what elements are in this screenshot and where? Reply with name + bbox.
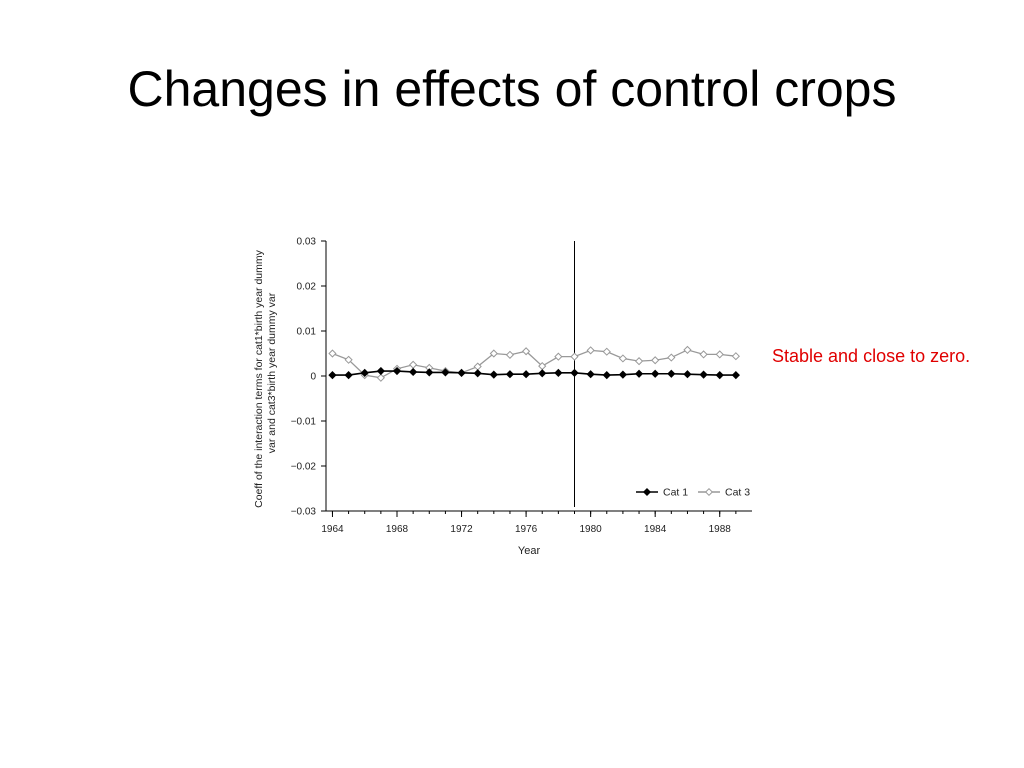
y-tick-label: 0.02 <box>297 282 317 293</box>
legend-marker <box>704 487 714 497</box>
y-tick-label: −0.02 <box>291 462 317 473</box>
slide-title: Changes in effects of control crops <box>127 61 897 117</box>
data-point-cat-1 <box>328 370 337 380</box>
data-point-cat-1 <box>570 368 579 377</box>
data-point-cat-3 <box>521 347 531 356</box>
series-line-cat-1 <box>332 370 736 376</box>
y-tick-label: 0 <box>310 372 316 383</box>
x-tick-label: 1976 <box>515 524 538 535</box>
data-point-cat-1 <box>586 370 595 379</box>
x-axis-label: Year <box>518 545 541 557</box>
data-point-cat-3 <box>376 373 385 382</box>
data-point-cat-1 <box>521 370 531 379</box>
x-tick-label: 1968 <box>386 524 409 535</box>
y-tick-label: 0.03 <box>297 237 317 248</box>
y-axis-label-line-1: Coeff of the interaction terms for cat1*… <box>253 249 265 508</box>
data-point-cat-3 <box>505 350 515 359</box>
data-point-cat-1 <box>667 369 676 378</box>
data-point-cat-1 <box>457 368 466 377</box>
data-point-cat-1 <box>699 370 708 379</box>
data-point-cat-3 <box>586 346 595 355</box>
data-point-cat-1 <box>376 366 385 376</box>
data-point-cat-1 <box>618 370 628 379</box>
x-tick-label: 1984 <box>644 524 667 535</box>
data-point-cat-1 <box>392 366 402 376</box>
data-point-cat-3 <box>328 349 337 358</box>
data-point-cat-3 <box>634 357 644 366</box>
data-point-cat-3 <box>731 352 740 361</box>
x-tick-label: 1988 <box>709 524 732 535</box>
data-point-cat-1 <box>505 370 515 379</box>
data-point-cat-1 <box>651 369 660 378</box>
x-tick-label: 1972 <box>450 524 473 535</box>
legend-marker <box>642 487 652 497</box>
data-point-cat-3 <box>667 353 676 362</box>
data-point-cat-3 <box>602 347 611 356</box>
data-point-cat-3 <box>344 355 353 364</box>
x-tick-label: 1964 <box>321 524 344 535</box>
data-point-cat-3 <box>651 356 660 365</box>
data-point-cat-3 <box>409 360 418 369</box>
data-point-cat-1 <box>360 368 369 377</box>
data-point-cat-1 <box>731 370 740 380</box>
data-point-cat-1 <box>344 370 353 380</box>
data-point-cat-1 <box>634 369 644 378</box>
y-axis-label-line-2: var and cat3*birth year dummy var <box>266 292 278 453</box>
legend-label-cat-1: Cat 1 <box>663 487 688 499</box>
data-point-cat-1 <box>554 368 563 377</box>
data-point-cat-1 <box>409 367 418 377</box>
legend-label-cat-3: Cat 3 <box>725 487 750 499</box>
data-point-cat-1 <box>538 369 547 378</box>
data-point-cat-3 <box>618 354 628 363</box>
data-point-cat-3 <box>489 349 498 358</box>
annotation-text: Stable and close to zero. <box>772 346 971 366</box>
y-tick-label: 0.01 <box>297 327 317 338</box>
data-point-cat-1 <box>473 369 482 378</box>
data-point-cat-3 <box>554 352 563 361</box>
data-point-cat-1 <box>441 368 450 377</box>
data-point-cat-3 <box>683 345 692 355</box>
x-tick-label: 1980 <box>580 524 603 535</box>
data-point-cat-1 <box>715 370 724 380</box>
data-point-cat-3 <box>570 352 579 361</box>
data-point-cat-1 <box>602 370 611 380</box>
y-tick-label: −0.01 <box>291 417 317 428</box>
data-point-cat-3 <box>715 350 724 359</box>
data-point-cat-1 <box>683 370 692 379</box>
y-tick-label: −0.03 <box>291 507 317 518</box>
data-point-cat-1 <box>425 368 434 377</box>
data-point-cat-3 <box>699 350 708 359</box>
data-point-cat-1 <box>489 370 498 379</box>
